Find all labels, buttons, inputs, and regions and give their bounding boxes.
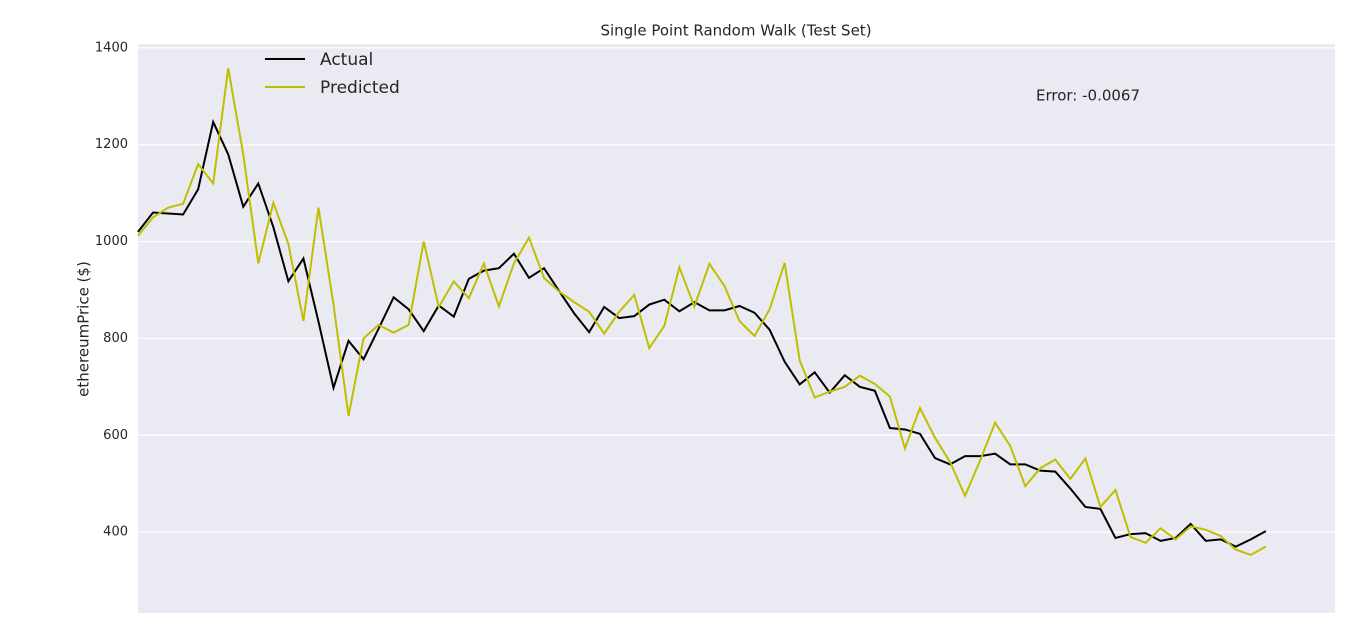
annotation: Error: -0.0067 bbox=[1036, 87, 1140, 105]
series-line bbox=[137, 68, 1267, 556]
y-tick-label: 600 bbox=[103, 428, 128, 443]
y-tick-label: 1000 bbox=[95, 234, 128, 249]
chart-title: Single Point Random Walk (Test Set) bbox=[600, 22, 871, 40]
y-tick-label: 800 bbox=[103, 331, 128, 346]
legend-label: Actual bbox=[320, 50, 373, 70]
y-tick-label: 400 bbox=[103, 525, 128, 540]
legend-label: Predicted bbox=[320, 78, 400, 98]
y-tick-label: 1400 bbox=[95, 40, 128, 55]
y-axis-label: ethereumPrice ($) bbox=[75, 261, 93, 397]
series-line bbox=[137, 118, 1267, 548]
plot-area bbox=[138, 44, 1335, 613]
y-tick-label: 1200 bbox=[95, 137, 128, 152]
